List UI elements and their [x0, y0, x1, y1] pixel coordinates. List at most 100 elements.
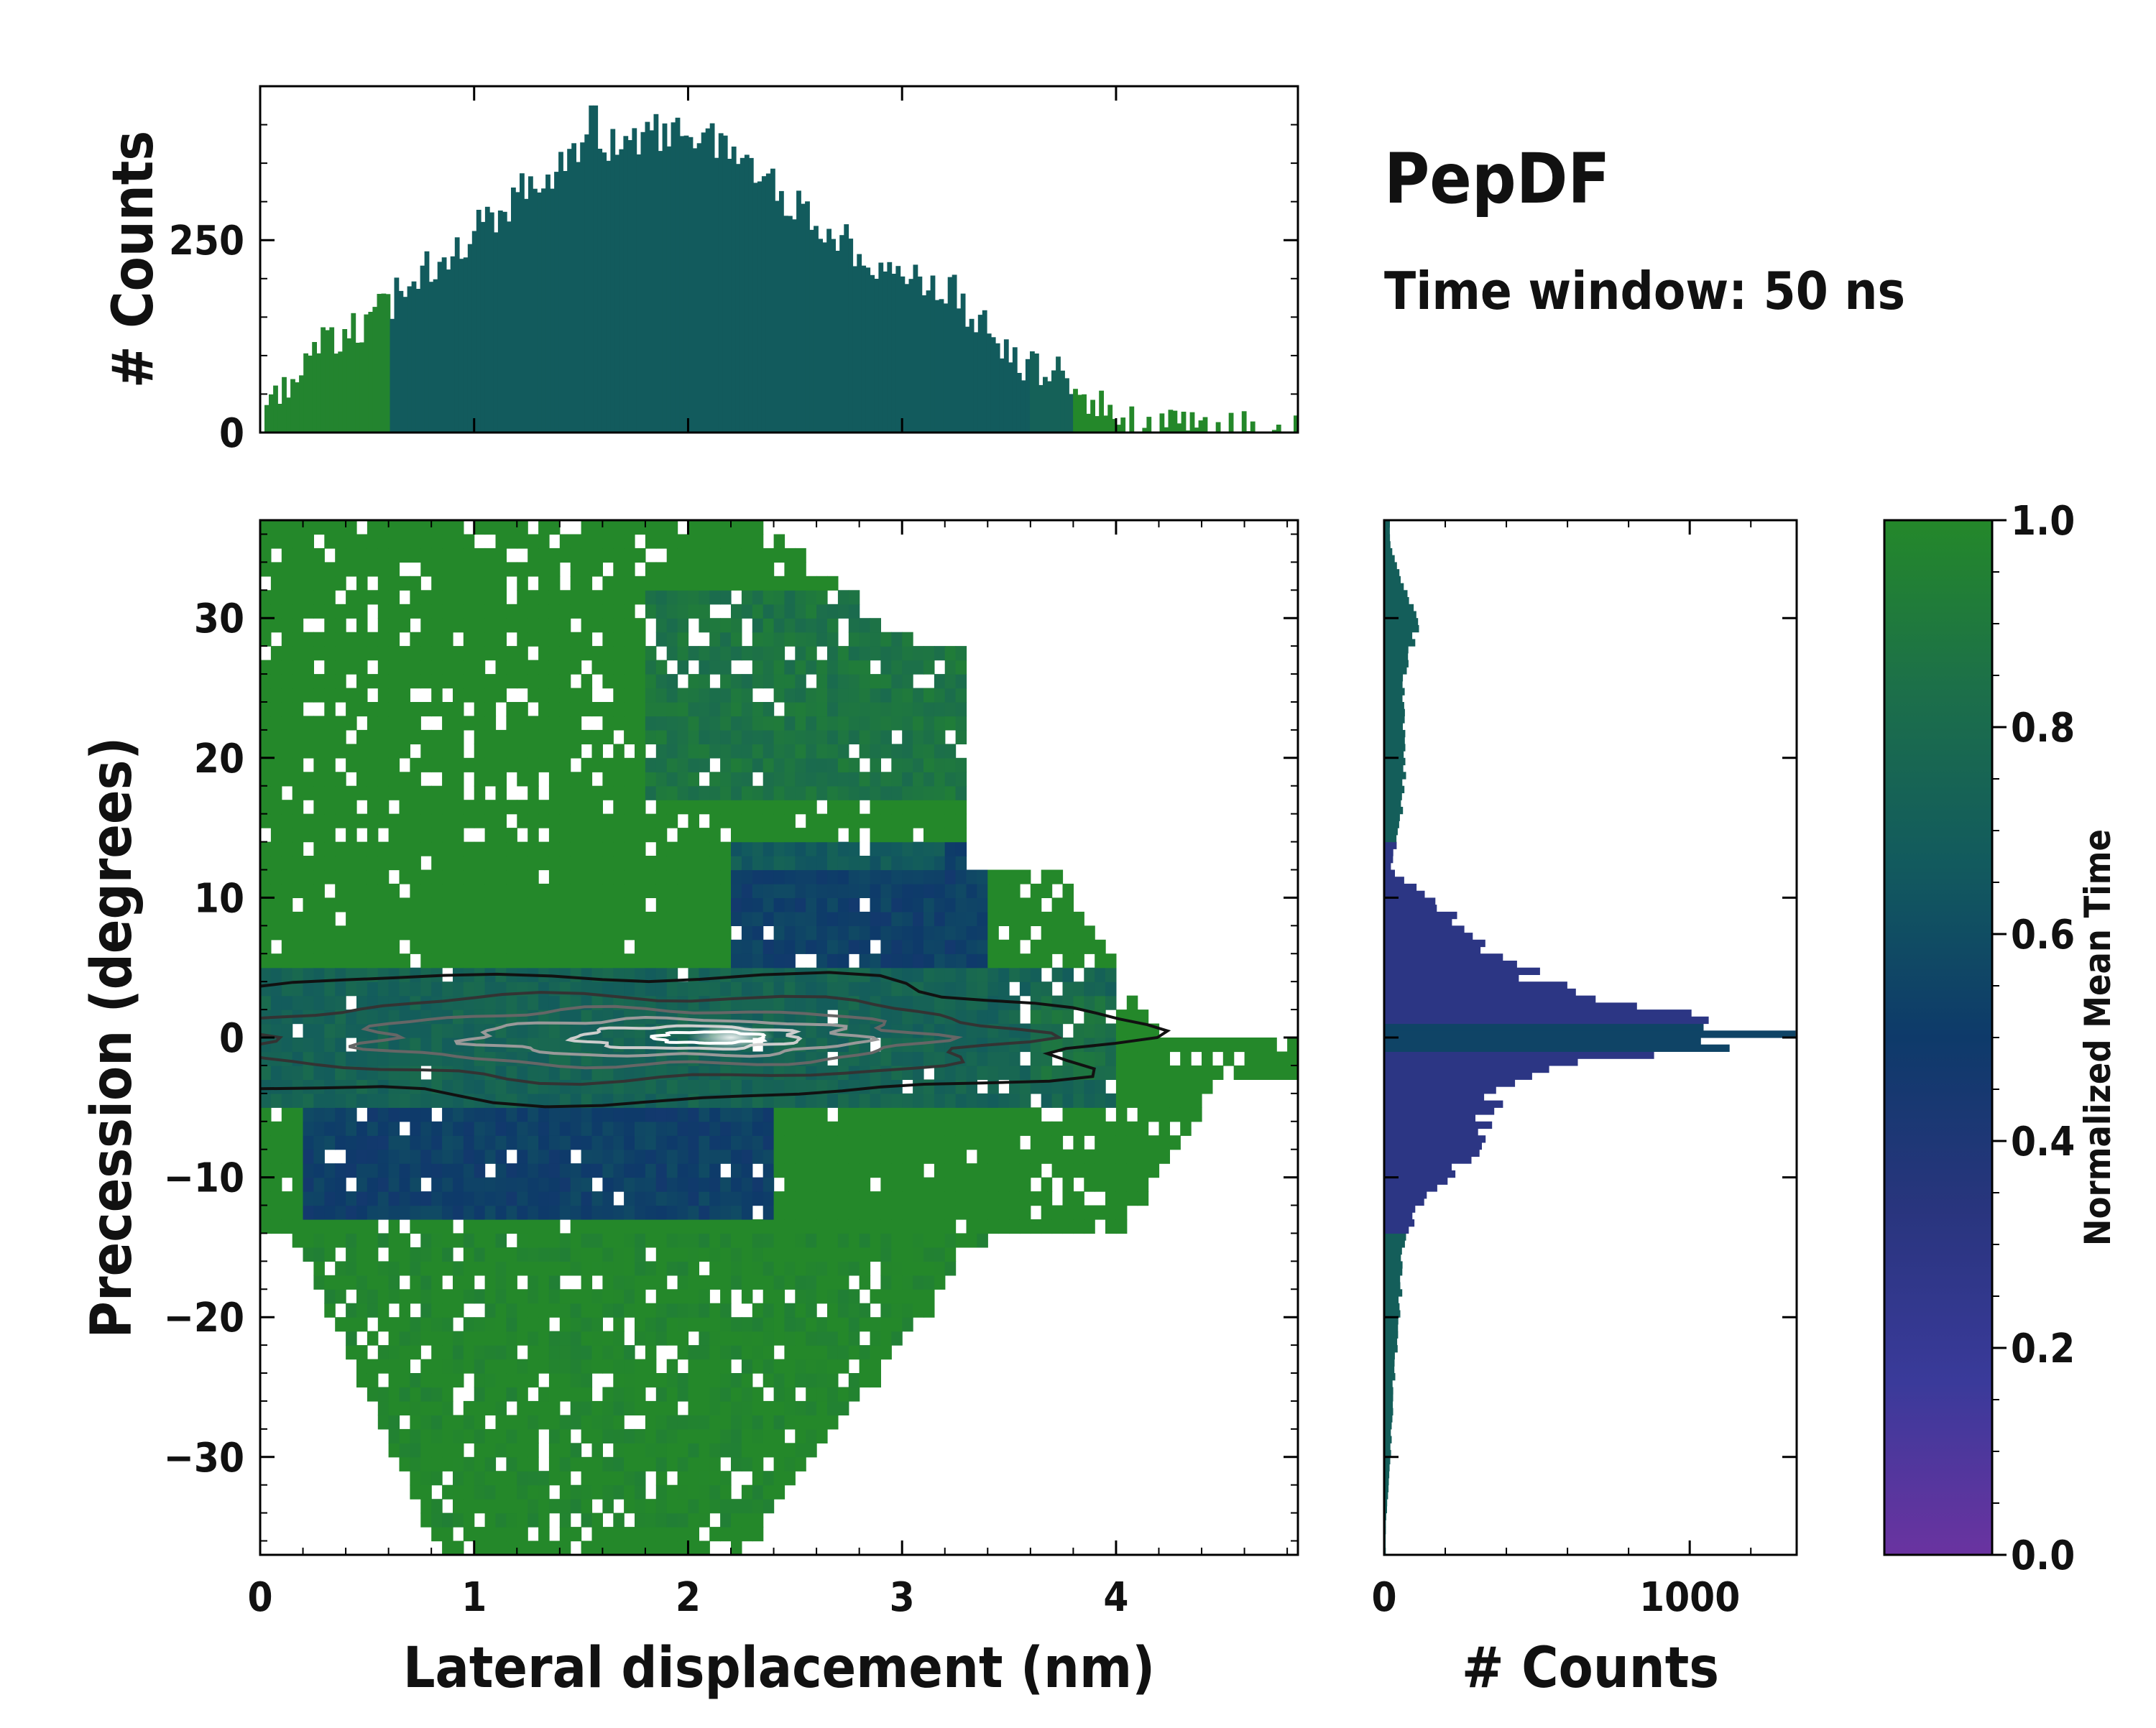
heatmap-cell [709, 897, 721, 912]
heatmap-cell [880, 912, 892, 926]
heatmap-cell [581, 953, 593, 968]
heatmap-cell [602, 912, 614, 926]
heatmap-cell [389, 1206, 400, 1220]
heatmap-cell [956, 828, 967, 842]
top-marginal-ylabel: # Counts [101, 131, 166, 388]
heatmap-cell [913, 716, 924, 730]
right-histogram-bar [1384, 653, 1408, 660]
heatmap-cell [410, 1443, 421, 1457]
heatmap-cell [528, 996, 539, 1010]
right-histogram-bar [1384, 1373, 1396, 1380]
heatmap-cell [763, 814, 775, 828]
heatmap-cell [474, 1457, 486, 1471]
heatmap-cell [581, 856, 593, 870]
heatmap-cell [1127, 1079, 1138, 1094]
heatmap-cell [282, 590, 293, 604]
heatmap-cell [731, 1387, 742, 1402]
heatmap-cell [763, 800, 775, 814]
heatmap-cell [464, 925, 475, 940]
heatmap-cell [356, 1345, 368, 1359]
heatmap-cell [1041, 925, 1053, 940]
heatmap-cell [977, 912, 988, 926]
heatmap-cell [420, 1415, 432, 1429]
right-histogram-bar [1384, 1086, 1496, 1094]
heatmap-cell [967, 925, 978, 940]
heatmap-cell [1041, 1206, 1053, 1220]
heatmap-cell [485, 604, 497, 619]
heatmap-cell [923, 953, 935, 968]
heatmap-cell [538, 1527, 550, 1541]
heatmap-cell [538, 1331, 550, 1346]
heatmap-cell [442, 1150, 453, 1164]
heatmap-cell [506, 856, 517, 870]
heatmap-cell [720, 1247, 732, 1262]
heatmap-cell [774, 576, 786, 591]
heatmap-cell [870, 1206, 882, 1220]
heatmap-cell [752, 1457, 764, 1471]
heatmap-cell [1287, 1038, 1299, 1052]
heatmap-cell [678, 1317, 689, 1331]
heatmap-cell [816, 1247, 828, 1262]
heatmap-cell [356, 981, 368, 996]
heatmap-cell [431, 1233, 443, 1247]
heatmap-cell [923, 1107, 935, 1122]
top-histogram-bar [1276, 425, 1281, 433]
heatmap-cell [645, 786, 657, 800]
heatmap-cell [442, 1457, 453, 1471]
heatmap-cell [538, 535, 550, 549]
top-histogram-bar [425, 251, 430, 433]
heatmap-cell [891, 1178, 903, 1192]
heatmap-cell [1063, 968, 1074, 982]
heatmap-cell [816, 786, 828, 800]
heatmap-cell [923, 730, 935, 744]
heatmap-cell [592, 702, 604, 716]
heatmap-cell [816, 1317, 828, 1331]
heatmap-cell [720, 953, 732, 968]
right-histogram-bar [1384, 1289, 1402, 1296]
heatmap-cell [742, 856, 753, 870]
heatmap-cell [442, 744, 453, 758]
heatmap-cell [806, 1261, 817, 1275]
heatmap-cell [453, 1359, 464, 1374]
heatmap-cell [260, 716, 272, 730]
heatmap-cell [335, 716, 346, 730]
heatmap-cell [774, 940, 786, 954]
heatmap-cell [838, 884, 849, 898]
heatmap-cell [303, 520, 315, 535]
heatmap-cell [389, 618, 400, 632]
heatmap-cell [313, 897, 325, 912]
heatmap-cell [635, 1219, 646, 1234]
heatmap-cell [420, 1163, 432, 1178]
top-histogram-bar [571, 143, 576, 433]
heatmap-cell [538, 800, 550, 814]
heatmap-cell [945, 1079, 957, 1094]
heatmap-cell [709, 702, 721, 716]
heatmap-cell [538, 1499, 550, 1513]
heatmap-cell [420, 1513, 432, 1528]
heatmap-cell [967, 1233, 978, 1247]
x-tick-label: 2 [676, 1574, 701, 1621]
heatmap-cell [602, 1219, 614, 1234]
heatmap-cell [335, 870, 346, 884]
heatmap-cell [880, 1094, 892, 1108]
heatmap-cell [816, 660, 828, 675]
right-histogram-bar [1384, 856, 1393, 863]
heatmap-cell [485, 1289, 497, 1303]
heatmap-cell [678, 1345, 689, 1359]
heatmap-cell [699, 1513, 710, 1528]
heatmap-cell [688, 856, 700, 870]
heatmap-cell [420, 702, 432, 716]
heatmap-cell [592, 870, 604, 884]
heatmap-cell [613, 1233, 625, 1247]
heatmap-cell [1159, 1052, 1171, 1066]
heatmap-cell [538, 1038, 550, 1052]
heatmap-cell [324, 744, 336, 758]
heatmap-cell [667, 618, 678, 632]
heatmap-cell [602, 1275, 614, 1290]
heatmap-cell [549, 1387, 561, 1402]
heatmap-cell [324, 1275, 336, 1290]
heatmap-cell [528, 1401, 539, 1415]
heatmap-cell [271, 1191, 282, 1206]
heatmap-cell [313, 981, 325, 996]
heatmap-cell [635, 618, 646, 632]
